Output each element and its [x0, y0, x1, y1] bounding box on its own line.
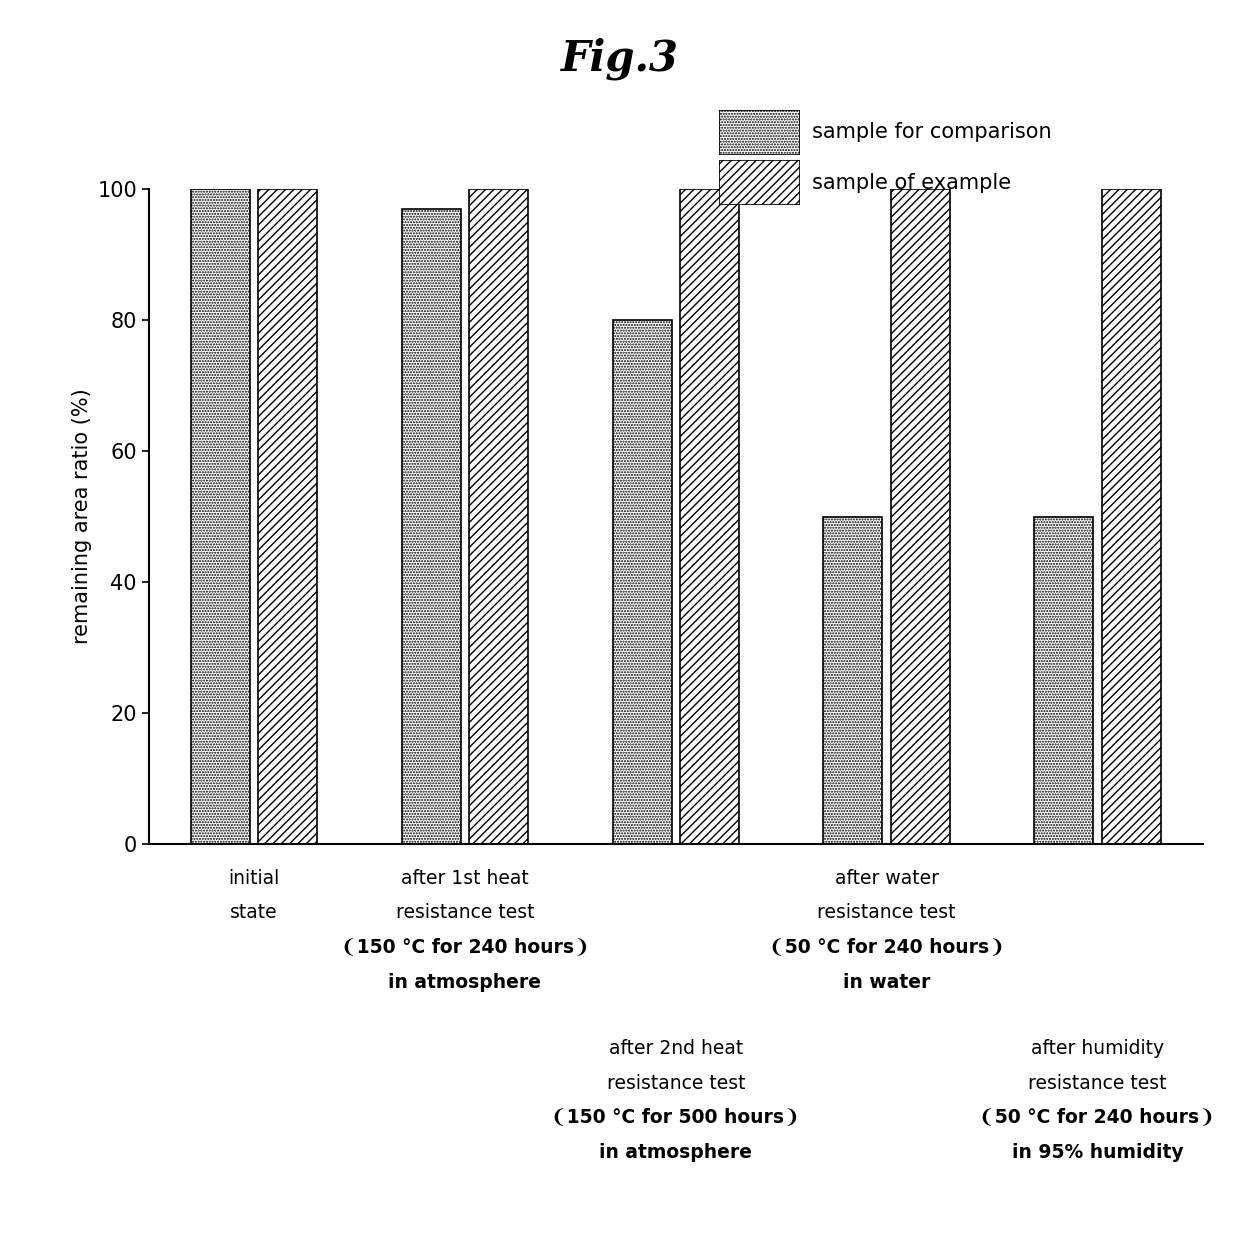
Bar — [1034, 517, 1094, 844]
Text: sample for comparison: sample for comparison — [812, 122, 1052, 142]
Text: ❨150 °C for 500 hours❩: ❨150 °C for 500 hours❩ — [552, 1108, 800, 1126]
Text: Fig.3: Fig.3 — [560, 38, 680, 81]
Text: in 95% humidity: in 95% humidity — [1012, 1143, 1183, 1162]
Text: resistance test: resistance test — [606, 1074, 745, 1092]
Text: sample of example: sample of example — [812, 173, 1012, 193]
Text: resistance test: resistance test — [1028, 1074, 1167, 1092]
Bar — [258, 189, 317, 844]
Text: in atmosphere: in atmosphere — [388, 973, 542, 992]
Text: after 2nd heat: after 2nd heat — [609, 1040, 743, 1058]
Text: ❨50 °C for 240 hours❩: ❨50 °C for 240 hours❩ — [769, 937, 1004, 956]
Bar — [890, 189, 950, 844]
Text: in atmosphere: in atmosphere — [599, 1143, 753, 1162]
Bar — [1101, 189, 1161, 844]
Text: state: state — [231, 903, 278, 922]
Text: in water: in water — [843, 973, 930, 992]
Text: after water: after water — [835, 869, 939, 888]
Text: after humidity: after humidity — [1030, 1040, 1164, 1058]
Bar — [469, 189, 528, 844]
Text: initial: initial — [228, 869, 280, 888]
Text: resistance test: resistance test — [817, 903, 956, 922]
Bar — [191, 189, 250, 844]
Bar — [613, 320, 672, 844]
Y-axis label: remaining area ratio (%): remaining area ratio (%) — [72, 389, 92, 644]
Text: ❨150 °C for 240 hours❩: ❨150 °C for 240 hours❩ — [341, 937, 589, 956]
Text: resistance test: resistance test — [396, 903, 534, 922]
Bar — [823, 517, 883, 844]
Text: after 1st heat: after 1st heat — [401, 869, 529, 888]
Bar — [402, 209, 461, 844]
Text: ❨50 °C for 240 hours❩: ❨50 °C for 240 hours❩ — [980, 1108, 1215, 1126]
Bar — [680, 189, 739, 844]
